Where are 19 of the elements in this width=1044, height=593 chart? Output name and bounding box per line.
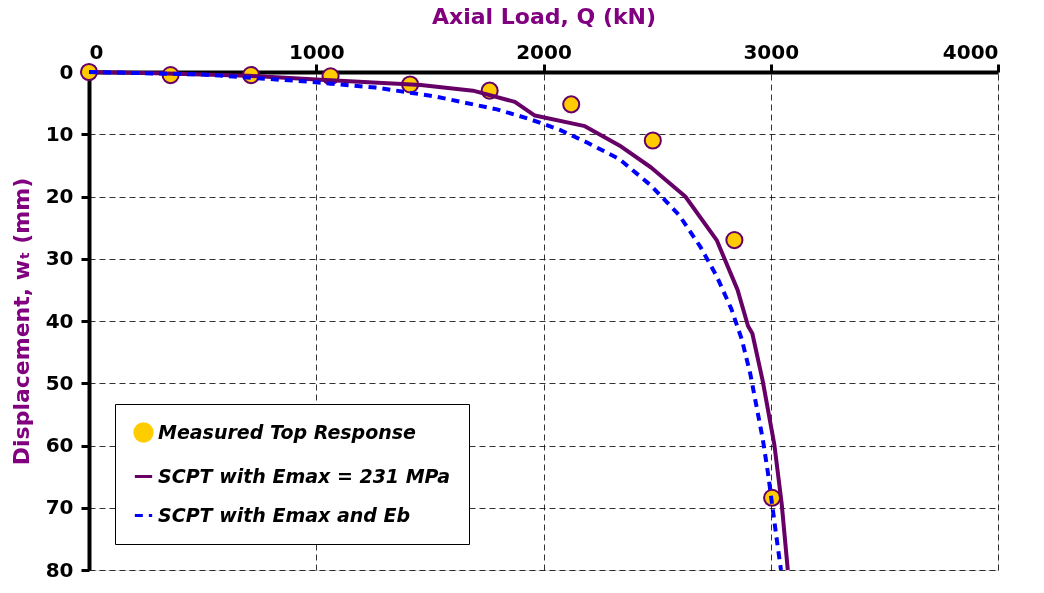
x-tick-label: 1000 — [288, 39, 345, 64]
y-tick-label: 10 — [45, 121, 74, 146]
x-tick-label: 3000 — [743, 39, 800, 64]
y-tick-label: 30 — [45, 246, 74, 271]
y-tick-label: 40 — [45, 308, 74, 333]
y-tick-label: 0 — [59, 59, 74, 84]
y-tick-label: 20 — [45, 184, 74, 208]
y-tick-label: 50 — [45, 370, 74, 395]
legend-label: SCPT with Emax = 231 MPa — [158, 464, 451, 487]
legend-label: Measured Top Response — [158, 420, 417, 443]
legend-label: SCPT with Emax and Eb — [158, 503, 411, 526]
y-tick-label: 70 — [45, 495, 74, 520]
x-tick-label: 2000 — [516, 39, 572, 64]
y-tick-label: 80 — [45, 557, 74, 582]
y-axis-title: Displacement, wₜ (mm) — [8, 177, 34, 466]
y-tick-label: 60 — [45, 433, 74, 457]
x-tick-label: 0 — [89, 39, 104, 64]
x-tick-label: 4000 — [942, 39, 999, 64]
x-axis-title: Axial Load, Q (kN) — [431, 3, 657, 29]
